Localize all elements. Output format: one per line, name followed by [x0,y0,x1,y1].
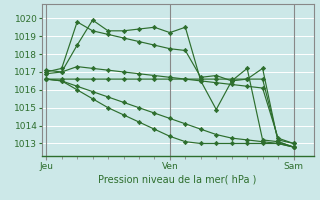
X-axis label: Pression niveau de la mer( hPa ): Pression niveau de la mer( hPa ) [99,175,257,185]
